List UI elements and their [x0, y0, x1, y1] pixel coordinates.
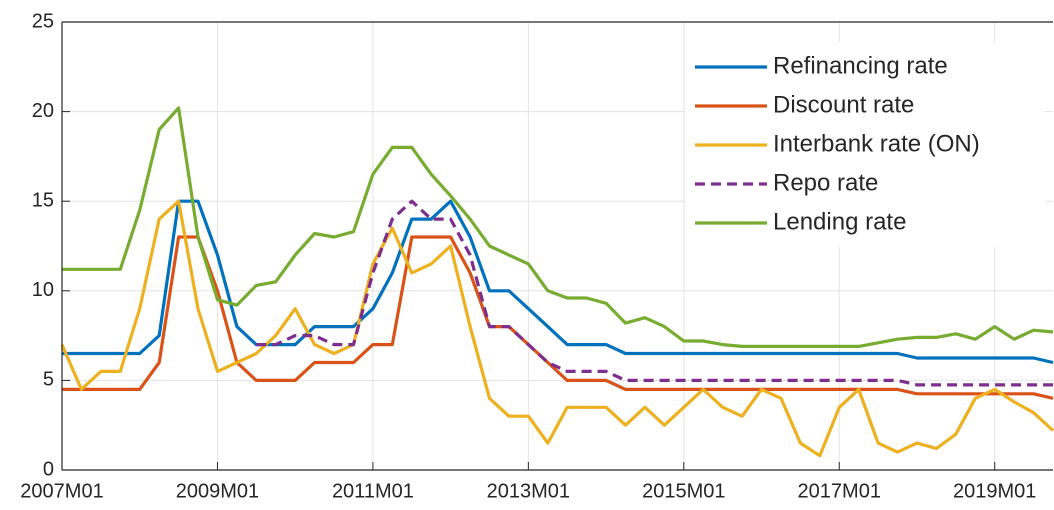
x-tick-label: 2011M01 [332, 480, 414, 502]
y-tick-label: 15 [32, 189, 54, 211]
x-tick-label: 2007M01 [20, 480, 103, 502]
series-line [62, 235, 1054, 400]
x-tick-label: 2019M01 [953, 480, 1036, 502]
legend-label: Refinancing rate [773, 52, 948, 79]
legend-label: Interbank rate (ON) [773, 130, 980, 157]
y-tick-label: 0 [43, 458, 54, 480]
x-tick-label: 2015M01 [642, 480, 725, 502]
y-tick-label: 25 [32, 10, 54, 32]
series-line [62, 199, 1054, 365]
series-line [60, 199, 1054, 458]
series-line [256, 199, 1053, 387]
x-tick-label: 2013M01 [487, 480, 570, 502]
x-tick-label: 2017M01 [798, 480, 881, 502]
y-tick-label: 10 [32, 279, 54, 301]
x-tick-label: 2009M01 [176, 480, 259, 502]
y-tick-label: 20 [32, 100, 54, 122]
series-line [62, 106, 1054, 348]
legend-label: Repo rate [773, 169, 878, 196]
y-tick-label: 5 [43, 369, 54, 391]
legend-label: Discount rate [773, 91, 914, 118]
legend-label: Lending rate [773, 208, 906, 235]
